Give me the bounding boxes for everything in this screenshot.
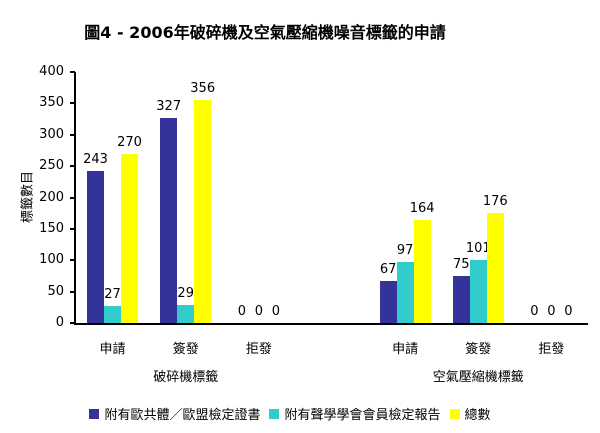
bar-series-1 bbox=[469, 259, 487, 323]
legend-swatch-cyan bbox=[269, 408, 280, 419]
bar-series-2 bbox=[194, 99, 212, 323]
bar-series-2 bbox=[413, 220, 431, 323]
bar-series-1 bbox=[396, 262, 414, 323]
bar-cluster: 243 27 270 bbox=[83, 72, 142, 323]
y-axis-tick-label: 300 bbox=[39, 126, 64, 142]
bar-value-label: 327 bbox=[156, 98, 182, 114]
bar-series-0 bbox=[87, 170, 105, 323]
x-axis-category-label: 申請 bbox=[99, 342, 126, 357]
bar-value-label: 0 bbox=[271, 304, 280, 319]
bar-value-label: 0 bbox=[564, 304, 573, 319]
bar-series-1 bbox=[104, 306, 122, 323]
bar-value-label: 0 bbox=[547, 304, 556, 319]
y-axis-tick-label: 50 bbox=[47, 283, 64, 299]
legend-item-acoustics-report: 附有聲學學會會員檢定報告 bbox=[269, 404, 441, 423]
bar-series-0 bbox=[452, 275, 470, 323]
y-axis-tick-label: 0 bbox=[55, 315, 64, 330]
legend-item-ec-eu-certificate: 附有歐共體／歐盟檢定證書 bbox=[89, 404, 260, 423]
legend-swatch-navy bbox=[89, 408, 100, 419]
y-axis-tick bbox=[70, 133, 75, 136]
x-axis-category-label: 簽發 bbox=[172, 342, 199, 357]
legend-item-total: 總數 bbox=[449, 404, 491, 423]
y-axis-tick bbox=[70, 165, 75, 168]
x-axis-group-label: 空氣壓縮機標籤 bbox=[432, 370, 524, 385]
bar-value-label: 0 bbox=[530, 304, 539, 319]
bar-series-0 bbox=[379, 280, 397, 323]
bar-value-label: 75 bbox=[453, 256, 470, 272]
plot-area: 243 27 270 327 29 356 0 0 0 67 97 164 75 101 176 0 0 0 bbox=[70, 71, 588, 325]
bar-value-label: 101 bbox=[465, 240, 491, 256]
bar-series-2 bbox=[121, 153, 139, 323]
bar-series-1 bbox=[177, 304, 195, 323]
x-axis-category-label: 拒發 bbox=[538, 342, 565, 357]
y-axis-tick-label: 200 bbox=[39, 189, 64, 205]
bar-cluster: 75 101 176 bbox=[452, 72, 508, 323]
legend-swatch-yellow bbox=[449, 408, 460, 419]
bar-value-label: 176 bbox=[482, 193, 508, 209]
x-axis-group-label: 破碎機標籤 bbox=[153, 370, 219, 385]
bar-value-label: 0 bbox=[237, 304, 246, 319]
bar-value-label: 243 bbox=[83, 151, 108, 167]
legend: 附有歐共體／歐盟檢定證書 附有聲學學會會員檢定報告 總數 bbox=[0, 404, 580, 423]
bar-value-label: 164 bbox=[409, 201, 435, 217]
y-axis-tick bbox=[70, 227, 75, 230]
x-axis-category-label: 簽發 bbox=[465, 342, 492, 357]
legend-label: 總數 bbox=[464, 408, 491, 423]
legend-label: 附有歐共體／歐盟檢定證書 bbox=[104, 408, 261, 423]
bar-value-label: 356 bbox=[190, 80, 216, 96]
y-axis-tick bbox=[70, 71, 75, 73]
bar-cluster: 67 97 164 bbox=[379, 72, 435, 323]
x-axis-category-label: 拒發 bbox=[245, 342, 272, 357]
bar-value-label: 27 bbox=[104, 287, 121, 303]
bar-series-2 bbox=[486, 212, 504, 323]
y-axis-tick bbox=[70, 102, 75, 105]
y-axis-tick-label: 150 bbox=[39, 220, 64, 236]
y-axis-tick bbox=[70, 196, 75, 199]
y-axis-tick-label: 350 bbox=[39, 95, 64, 111]
y-axis-tick bbox=[70, 259, 75, 262]
bar-value-label: 270 bbox=[117, 134, 142, 150]
bar-series-0 bbox=[160, 117, 178, 323]
bar-value-label: 29 bbox=[177, 285, 194, 301]
chart-title: 圖4 - 2006年破碎機及空氣壓縮機噪音標籤的申請 bbox=[84, 23, 446, 42]
bar-value-label: 0 bbox=[254, 304, 263, 319]
bar-cluster: 327 29 356 bbox=[156, 72, 215, 323]
bar-value-label: 67 bbox=[379, 261, 397, 277]
y-axis-tick bbox=[70, 290, 75, 293]
y-axis-tick bbox=[70, 322, 75, 324]
y-axis-tick-label: 100 bbox=[39, 252, 64, 268]
x-axis-category-label: 申請 bbox=[392, 342, 419, 357]
y-axis-tick-label: 250 bbox=[39, 158, 64, 174]
legend-label: 附有聲學學會會員檢定報告 bbox=[284, 408, 441, 423]
bar-value-label: 97 bbox=[396, 243, 414, 259]
y-axis-tick-label: 400 bbox=[39, 64, 64, 79]
